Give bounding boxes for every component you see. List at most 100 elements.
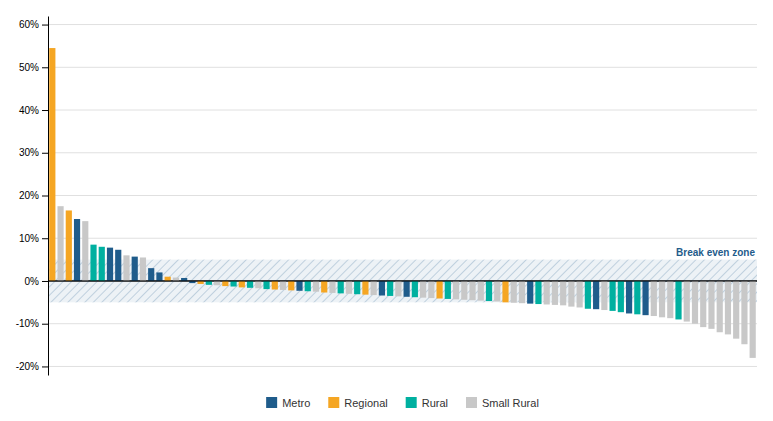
bar xyxy=(535,281,541,304)
annotation: Break even zone xyxy=(676,247,755,258)
bar xyxy=(502,281,508,302)
tick-mark xyxy=(42,67,48,68)
legend-swatch xyxy=(328,397,339,408)
bar xyxy=(280,281,286,290)
bar xyxy=(725,281,731,334)
bar xyxy=(74,219,80,281)
bar xyxy=(66,210,72,281)
bar xyxy=(741,281,747,344)
bar xyxy=(552,281,558,305)
bar xyxy=(206,281,212,285)
bar xyxy=(222,281,228,286)
bar xyxy=(107,248,113,281)
zero-line xyxy=(48,280,757,281)
tick-mark xyxy=(42,366,48,367)
bar xyxy=(231,281,237,287)
tick-mark xyxy=(42,196,48,197)
tick: 30% xyxy=(19,147,48,158)
tick-mark xyxy=(42,281,48,282)
bar xyxy=(700,281,706,327)
bar xyxy=(601,281,607,310)
bar xyxy=(123,255,129,281)
legend-label: Rural xyxy=(422,397,448,409)
tick: 0% xyxy=(25,276,48,287)
legend-label: Regional xyxy=(344,397,387,409)
zero-line xyxy=(48,280,757,281)
bar xyxy=(165,277,171,281)
bar xyxy=(346,281,352,294)
bar xyxy=(338,281,344,293)
bar xyxy=(288,281,294,290)
tick-mark xyxy=(42,25,48,26)
tick-label: 10% xyxy=(19,233,39,244)
bar xyxy=(626,281,632,313)
bar xyxy=(610,281,616,311)
tick-label: -20% xyxy=(16,361,39,372)
grid-line xyxy=(48,323,757,324)
bar xyxy=(239,281,245,287)
legend-label: Small Rural xyxy=(482,397,539,409)
tick-label: 30% xyxy=(19,147,39,158)
tick-label: 40% xyxy=(19,105,39,116)
bar xyxy=(173,278,179,281)
bar xyxy=(99,247,105,281)
tick-label: -10% xyxy=(16,318,39,329)
bar xyxy=(708,281,714,329)
legend-item: Small Rural xyxy=(466,397,539,409)
tick-label: 20% xyxy=(19,190,39,201)
bar xyxy=(486,281,492,301)
bar xyxy=(634,281,640,314)
bar xyxy=(379,281,385,296)
legend: Metro Regional Rural Small Rural xyxy=(266,397,539,409)
bar xyxy=(667,281,673,318)
bar xyxy=(156,272,162,281)
tick-mark xyxy=(42,324,48,325)
bar xyxy=(511,281,517,303)
bar xyxy=(436,281,442,299)
bar xyxy=(57,206,63,281)
grid xyxy=(48,25,757,367)
bar xyxy=(494,281,500,302)
tick-mark xyxy=(42,153,48,154)
tick: 10% xyxy=(19,233,48,244)
bar xyxy=(675,281,681,319)
grid-line xyxy=(48,238,757,239)
bar xyxy=(49,48,55,281)
legend-swatch xyxy=(406,397,417,408)
bar xyxy=(684,281,690,322)
bar xyxy=(132,257,138,281)
grid-line xyxy=(48,67,757,68)
tick-mark xyxy=(42,110,48,111)
tick: 20% xyxy=(19,190,48,201)
grid-line xyxy=(48,366,757,367)
bar xyxy=(404,281,410,297)
legend-label: Metro xyxy=(282,397,310,409)
bar xyxy=(469,281,475,300)
tick: -20% xyxy=(16,361,48,372)
bar xyxy=(296,281,302,291)
bar xyxy=(371,281,377,295)
bar xyxy=(568,281,574,307)
tick: 40% xyxy=(19,105,48,116)
bar xyxy=(593,281,599,309)
bar xyxy=(148,268,154,281)
legend-item: Regional xyxy=(328,397,387,409)
bar xyxy=(412,281,418,297)
grid-line xyxy=(48,24,757,25)
chart: -20%-10%0%10%20%30%40%50%60%Break even z… xyxy=(0,0,773,421)
bar xyxy=(329,281,335,293)
tick-label: 0% xyxy=(25,276,40,287)
axis-line xyxy=(48,17,49,376)
legend-swatch xyxy=(266,397,277,408)
bar xyxy=(577,281,583,307)
bar xyxy=(618,281,624,312)
bar xyxy=(313,281,319,292)
plot: -20%-10%0%10%20%30%40%50%60%Break even z… xyxy=(16,17,757,376)
grid-line xyxy=(48,152,757,153)
bar xyxy=(428,281,434,298)
bar xyxy=(527,281,533,304)
bar xyxy=(461,281,467,300)
bar xyxy=(395,281,401,296)
legend-item: Metro xyxy=(266,397,310,409)
tick: 60% xyxy=(19,19,48,30)
